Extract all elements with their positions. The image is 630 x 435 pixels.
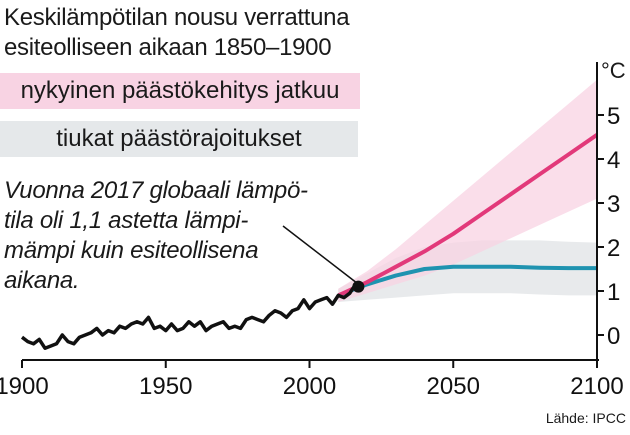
band-high-emissions xyxy=(338,79,597,302)
y-tick-label: 2 xyxy=(607,235,620,262)
annotation-pointer xyxy=(282,225,357,284)
x-tick-label: 1900 xyxy=(0,373,49,400)
source-label: Lähde: IPCC xyxy=(545,410,626,426)
x-tick-label: 2050 xyxy=(427,373,480,400)
y-axis-unit-label: °C xyxy=(601,58,626,83)
x-tick-label: 2100 xyxy=(570,373,623,400)
chart-title-line-1: Keskilämpötilan nousu verrattuna xyxy=(4,4,350,31)
y-tick-label: 3 xyxy=(607,191,620,218)
y-tick-label: 4 xyxy=(607,147,620,174)
legend-high-emissions: nykyinen päästökehitys jatkuu xyxy=(0,73,360,109)
annotation-line-3: mämpi kuin esiteollisena xyxy=(4,237,259,264)
y-tick-label: 5 xyxy=(607,103,620,130)
chart-title-line-2: esiteolliseen aikaan 1850–1900 xyxy=(4,34,332,61)
annotation-point-2017 xyxy=(352,280,365,293)
x-tick-label: 2000 xyxy=(283,373,336,400)
annotation-line-1: Vuonna 2017 globaali lämpö- xyxy=(4,177,308,204)
annotation-line-2: tila oli 1,1 astetta lämpi- xyxy=(4,207,249,234)
annotation-line-4: aikana. xyxy=(4,267,80,294)
y-tick-label: 0 xyxy=(607,323,620,350)
line-high-emissions xyxy=(337,133,599,298)
y-tick-label: 1 xyxy=(607,279,620,306)
line-strict-limits xyxy=(337,264,597,298)
x-tick-label: 1950 xyxy=(139,373,192,400)
legend-strict-limits: tiukat päästörajoitukset xyxy=(0,121,358,157)
line-observed xyxy=(20,282,360,350)
